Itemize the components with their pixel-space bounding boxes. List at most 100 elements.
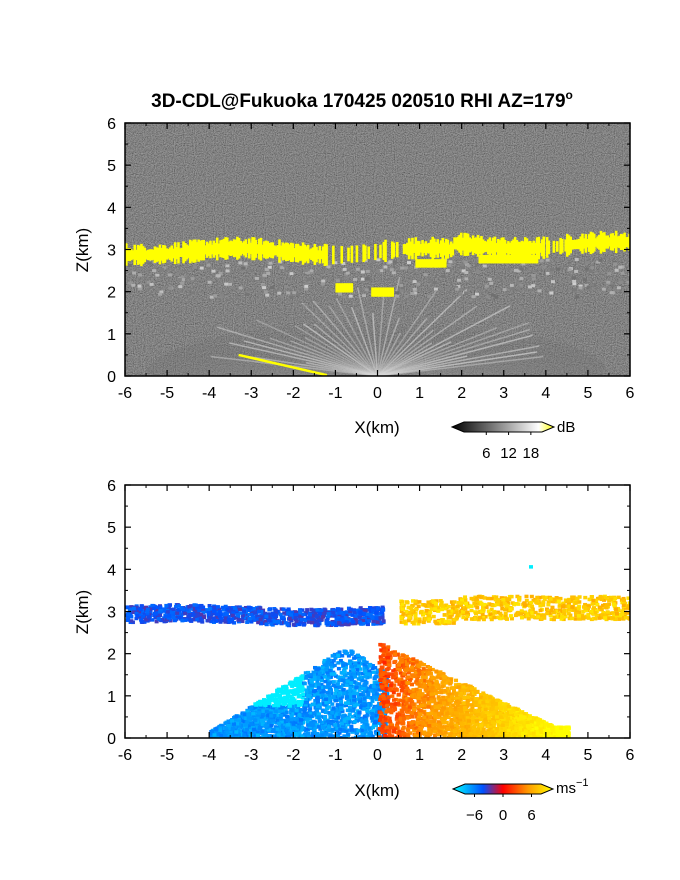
velocity-pixel	[571, 595, 576, 599]
beam-streak	[377, 351, 537, 376]
clutter-pixel	[549, 268, 554, 272]
velocity-pixel	[253, 615, 258, 620]
velocity-pixel	[477, 602, 482, 606]
cloud-echo	[628, 233, 630, 251]
velocity-pixel	[399, 616, 404, 620]
velocity-pixel	[356, 702, 361, 706]
clutter-pixel	[263, 290, 268, 294]
velocity-pixel	[483, 615, 488, 619]
cloud-echo	[384, 239, 387, 263]
cloud-echo	[498, 254, 502, 264]
velocity-pixel	[371, 709, 376, 713]
velocity-pixel	[336, 661, 341, 665]
velocity-pixel	[340, 721, 345, 726]
cloud-echo	[498, 240, 502, 256]
cloud-echo	[192, 239, 195, 263]
velocity-pixel	[533, 610, 538, 615]
cloud-echo	[601, 232, 604, 252]
velocity-pixel	[376, 729, 381, 733]
velocity-pixel	[309, 714, 314, 719]
velocity-pixel	[476, 594, 481, 599]
velocity-pixel	[363, 730, 368, 734]
velocity-pixel	[469, 604, 474, 608]
velocity-pixel	[293, 731, 298, 736]
velocity-pixel	[504, 616, 509, 621]
cloud-echo	[470, 238, 473, 252]
velocity-pixel	[169, 610, 174, 614]
velocity-pixel	[604, 606, 609, 610]
cloud-echo	[432, 259, 435, 268]
velocity-pixel	[357, 615, 362, 620]
scattered-echo	[337, 283, 340, 293]
velocity-pixel	[429, 602, 434, 607]
velocity-pixel	[461, 615, 466, 620]
velocity-pixel	[358, 606, 363, 610]
cloud-echo	[419, 244, 423, 253]
clutter-pixel	[167, 273, 172, 277]
velocity-pixel	[522, 614, 527, 619]
velocity-pixel	[255, 730, 260, 735]
velocity-pixel	[352, 670, 357, 675]
velocity-pixel	[340, 654, 345, 658]
cloud-echo	[151, 249, 155, 260]
velocity-pixel	[280, 696, 285, 701]
velocity-pixel	[443, 619, 448, 624]
velocity-pixel	[614, 612, 619, 616]
cloud-echo	[263, 241, 266, 258]
panel1-colorbar: 6 12 18 dB	[450, 419, 575, 462]
velocity-pixel	[489, 596, 494, 601]
clutter-pixel	[282, 263, 287, 267]
cloud-echo	[437, 259, 440, 268]
velocity-pixel	[347, 661, 352, 666]
velocity-pixel	[366, 690, 371, 695]
velocity-pixel	[249, 716, 254, 721]
beam-streak	[377, 342, 433, 376]
velocity-pixel	[352, 695, 357, 699]
cloud-echo	[325, 244, 328, 266]
clutter-pixel	[494, 295, 499, 299]
velocity-pixel	[362, 611, 367, 616]
velocity-pixel	[524, 598, 529, 603]
clutter-pixel	[241, 266, 246, 270]
cloud-echo	[459, 232, 463, 256]
velocity-pixel	[542, 616, 547, 620]
velocity-pixel	[301, 623, 306, 627]
velocity-pixel	[290, 708, 295, 713]
velocity-pixel	[364, 734, 369, 738]
velocity-pixel	[256, 616, 261, 621]
velocity-pixel	[294, 619, 299, 624]
velocity-pixel	[330, 702, 335, 706]
velocity-pixel	[302, 713, 307, 718]
velocity-pixel	[249, 706, 254, 710]
velocity-pixel	[340, 675, 345, 679]
velocity-pixel	[595, 602, 600, 607]
velocity-pixel	[224, 612, 229, 616]
velocity-pixel	[335, 682, 340, 686]
velocity-pixel	[357, 735, 362, 738]
velocity-pixel	[410, 620, 415, 624]
velocity-pixel	[284, 691, 289, 695]
velocity-pixel	[305, 713, 310, 718]
cloud-echo	[529, 240, 532, 257]
velocity-pixel	[295, 727, 300, 731]
velocity-pixel	[473, 604, 478, 608]
velocity-pixel	[376, 721, 381, 725]
velocity-pixel	[346, 722, 351, 727]
velocity-pixel	[225, 607, 230, 612]
velocity-pixel	[159, 618, 164, 623]
velocity-pixel	[368, 685, 373, 689]
velocity-pixel	[144, 617, 149, 622]
velocity-pixel	[465, 605, 470, 609]
cloud-echo	[427, 259, 430, 268]
velocity-pixel	[352, 680, 357, 684]
clutter-pixel	[606, 280, 611, 284]
velocity-pixel	[269, 622, 274, 626]
velocity-pixel	[175, 611, 180, 615]
clutter-pixel	[542, 265, 547, 269]
velocity-pixel	[325, 670, 330, 674]
velocity-pixel	[129, 605, 134, 609]
cloud-echo	[138, 245, 142, 265]
cloud-echo	[426, 243, 429, 253]
beam-streak	[313, 323, 378, 376]
velocity-pixel	[226, 733, 231, 737]
